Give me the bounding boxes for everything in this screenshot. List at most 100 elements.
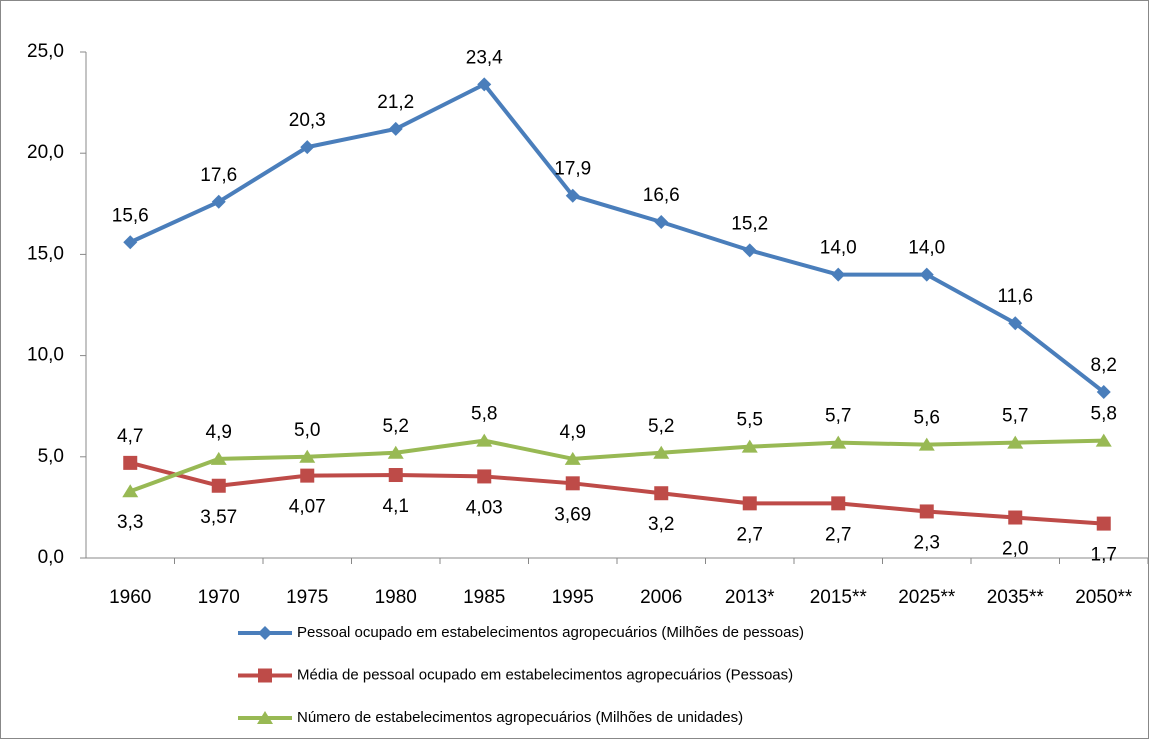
marker xyxy=(477,469,492,484)
x-tick-label: 1980 xyxy=(375,587,417,608)
data-label: 3,2 xyxy=(648,514,674,535)
marker xyxy=(211,478,226,493)
marker xyxy=(258,626,272,640)
marker xyxy=(257,711,273,724)
x-tick-label: 1960 xyxy=(109,587,151,608)
legend-label: Pessoal ocupado em estabelecimentos agro… xyxy=(297,624,804,641)
data-label: 1,7 xyxy=(1091,545,1117,566)
x-tick-label: 2006 xyxy=(640,587,682,608)
marker xyxy=(653,445,670,459)
data-label: 2,0 xyxy=(1002,539,1028,560)
marker xyxy=(299,449,316,463)
legend-label: Número de estabelecimentos agropecuários… xyxy=(297,709,743,726)
marker xyxy=(918,437,935,451)
data-label: 8,2 xyxy=(1091,355,1117,376)
marker xyxy=(1096,516,1111,531)
legend-label: Média de pessoal ocupado em estabelecime… xyxy=(297,666,793,683)
data-label: 17,6 xyxy=(200,165,237,186)
marker xyxy=(742,496,757,511)
marker xyxy=(388,121,403,136)
marker xyxy=(654,486,669,501)
series-line xyxy=(129,460,1104,526)
x-tick-label: 2035** xyxy=(987,587,1045,608)
x-tick-label: 2025** xyxy=(898,587,956,608)
data-label: 23,4 xyxy=(466,47,503,68)
marker xyxy=(741,439,758,453)
y-tick-label: 10,0 xyxy=(27,345,64,366)
data-label: 4,1 xyxy=(383,496,409,517)
data-label: 17,9 xyxy=(554,159,591,180)
data-label: 5,7 xyxy=(825,406,851,427)
marker xyxy=(1007,435,1024,449)
marker xyxy=(1096,385,1111,400)
marker xyxy=(565,476,580,491)
marker xyxy=(387,445,404,459)
data-label: 2,7 xyxy=(825,524,851,545)
marker xyxy=(122,484,139,498)
data-label: 5,0 xyxy=(294,420,320,441)
marker xyxy=(1008,316,1023,331)
data-label: 3,57 xyxy=(200,507,237,528)
data-label: 5,8 xyxy=(1091,404,1117,425)
x-tick-label: 1970 xyxy=(198,587,240,608)
data-label: 4,03 xyxy=(466,497,503,518)
data-label: 16,6 xyxy=(643,185,680,206)
marker xyxy=(123,455,138,470)
marker xyxy=(476,433,493,447)
marker xyxy=(919,267,934,282)
marker xyxy=(742,243,757,258)
x-tick-label: 1995 xyxy=(552,587,594,608)
marker xyxy=(1095,433,1112,447)
data-label: 5,6 xyxy=(914,408,940,429)
marker xyxy=(210,451,227,465)
data-label: 2,3 xyxy=(914,532,940,553)
marker xyxy=(123,235,138,250)
data-label: 5,7 xyxy=(1002,406,1028,427)
data-label: 21,2 xyxy=(377,92,414,113)
y-tick-label: 15,0 xyxy=(27,243,64,264)
data-label: 5,2 xyxy=(648,416,674,437)
data-label: 2,7 xyxy=(737,524,763,545)
marker xyxy=(388,468,403,483)
data-label: 5,2 xyxy=(383,416,409,437)
marker xyxy=(654,215,669,230)
marker xyxy=(300,140,315,155)
marker xyxy=(831,267,846,282)
data-label: 14,0 xyxy=(908,238,945,259)
marker xyxy=(258,668,272,683)
marker xyxy=(1008,510,1023,525)
data-label: 15,2 xyxy=(731,213,768,234)
marker xyxy=(831,496,846,511)
data-label: 11,6 xyxy=(997,286,1033,307)
y-tick-label: 20,0 xyxy=(27,142,64,163)
x-tick-label: 2015** xyxy=(810,587,868,608)
data-label: 3,3 xyxy=(117,512,143,533)
data-label: 15,6 xyxy=(112,205,149,226)
marker xyxy=(477,77,492,92)
data-label: 14,0 xyxy=(820,238,857,259)
data-label: 3,69 xyxy=(554,504,591,525)
marker xyxy=(830,435,847,449)
y-tick-label: 25,0 xyxy=(27,41,64,62)
data-label: 4,7 xyxy=(117,426,143,447)
marker xyxy=(300,468,315,483)
x-tick-label: 2050** xyxy=(1075,587,1133,608)
marker xyxy=(565,188,580,203)
data-label: 4,9 xyxy=(560,422,586,443)
series-line xyxy=(129,438,1104,494)
y-tick-label: 5,0 xyxy=(38,446,64,467)
x-tick-label: 1975 xyxy=(286,587,328,608)
marker xyxy=(919,504,934,519)
data-label: 20,3 xyxy=(289,110,326,131)
marker xyxy=(564,451,581,465)
series-line xyxy=(129,82,1105,394)
data-label: 5,8 xyxy=(471,404,497,425)
data-label: 5,5 xyxy=(737,410,763,431)
y-tick-label: 0,0 xyxy=(38,547,64,568)
marker xyxy=(211,194,226,209)
x-tick-label: 1985 xyxy=(463,587,505,608)
x-tick-label: 2013* xyxy=(725,587,775,608)
